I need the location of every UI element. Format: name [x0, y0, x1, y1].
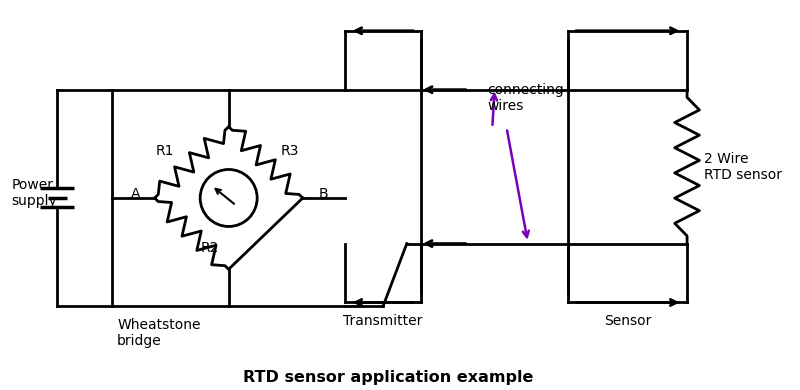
Text: R3: R3	[280, 144, 298, 158]
Text: 2 Wire
RTD sensor: 2 Wire RTD sensor	[704, 152, 782, 182]
Text: Wheatstone
bridge: Wheatstone bridge	[117, 318, 201, 348]
Text: R1: R1	[156, 144, 174, 158]
Text: RTD sensor application example: RTD sensor application example	[242, 370, 533, 385]
Text: connecting
wires: connecting wires	[487, 83, 564, 113]
Text: Power
supply: Power supply	[11, 178, 58, 208]
Text: Transmitter: Transmitter	[343, 314, 422, 328]
Text: A: A	[131, 187, 140, 201]
Text: B: B	[319, 187, 329, 201]
Text: Sensor: Sensor	[604, 314, 651, 328]
Text: R2: R2	[201, 241, 219, 255]
